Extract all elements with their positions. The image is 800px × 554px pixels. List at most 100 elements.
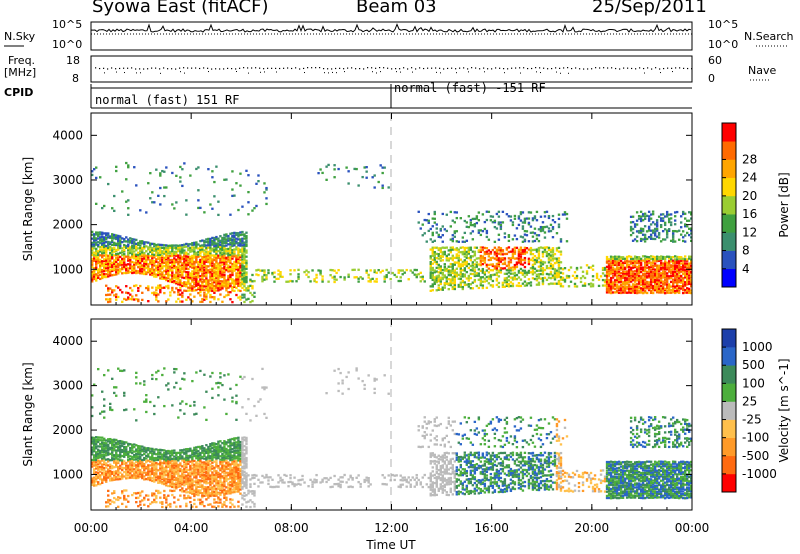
echo-cell [419,271,422,274]
echo-cell [105,298,108,301]
echo-cell [679,281,683,284]
echo-cell [91,253,94,257]
echo-cell [97,233,100,237]
freq-point [203,67,205,69]
echo-cell [433,210,436,214]
echo-cell [147,241,150,244]
echo-cell [91,230,94,234]
echo-cell [103,404,106,407]
echo-cell [163,248,166,251]
echo-cell [463,273,467,276]
echo-cell [139,246,142,250]
echo-cell [155,479,158,482]
echo-cell [535,273,539,276]
echo-cell [213,277,216,280]
echo-cell [175,261,178,264]
echo-cell [623,272,627,275]
echo-cell [133,250,136,253]
echo-cell [655,266,659,269]
echo-cell [105,275,108,279]
echo-cell [157,469,160,472]
echo-cell [239,275,242,278]
echo-cell [183,281,186,284]
echo-cell [189,257,192,260]
echo-cell [103,245,106,249]
echo-cell [429,285,432,288]
echo-cell [469,264,473,268]
echo-cell [641,214,645,218]
echo-cell [131,251,134,254]
echo-cell [595,274,599,278]
echo-cell [215,235,218,239]
echo-cell [471,238,475,241]
echo-cell [203,262,206,265]
echo-cell [591,275,595,278]
echo-cell [213,265,216,268]
echo-cell [93,440,96,443]
echo-cell [125,489,128,492]
echo-cell [675,268,679,271]
echo-cell [339,275,342,279]
echo-cell [191,275,194,278]
echo-cell [239,244,242,247]
freq-point [523,67,525,69]
echo-cell [173,476,176,479]
echo-cell [557,259,561,263]
echo-cell [297,275,300,279]
freq-point [671,67,673,69]
echo-cell [647,256,651,259]
echo-cell [521,258,525,262]
echo-cell [129,446,132,450]
echo-cell [583,276,587,280]
echo-cell [205,277,208,280]
echo-cell [479,278,483,281]
echo-cell [131,298,134,301]
echo-cell [551,227,555,231]
echo-cell [177,416,180,419]
echo-cell [245,271,248,274]
echo-cell [249,284,252,287]
freq-point [279,67,281,70]
echo-cell [123,250,126,253]
echo-cell [123,489,126,492]
echo-cell [473,280,477,283]
echo-cell [653,262,657,265]
echo-cell [91,173,94,177]
echo-cell [533,215,537,218]
echo-cell [203,291,206,294]
echo-cell [191,270,194,273]
echo-cell [133,242,136,245]
echo-cell [93,273,96,276]
echo-cell [487,252,491,255]
echo-cell [105,458,108,461]
echo-cell [523,219,527,222]
echo-cell [677,268,681,271]
echo-cell [201,239,204,242]
echo-cell [265,197,268,200]
echo-cell [233,244,236,247]
echo-cell [503,281,507,284]
echo-cell [163,286,166,289]
freq-point [535,67,537,69]
echo-cell [685,289,689,292]
echo-cell [157,300,160,303]
echo-cell [643,259,647,262]
echo-cell [635,289,639,292]
echo-cell [91,257,94,261]
echo-cell [239,231,242,234]
echo-cell [113,273,116,277]
echo-cell [167,503,170,507]
echo-cell [663,256,667,259]
echo-cell [189,246,192,250]
echo-cell [203,279,206,282]
echo-cell [205,281,208,284]
echo-cell [163,246,166,250]
echo-cell [645,266,649,269]
echo-cell [133,263,136,266]
echo-cell [507,257,511,260]
echo-cell [533,277,537,281]
echo-cell [215,256,218,260]
echo-cell [101,451,104,454]
echo-cell [195,257,198,260]
echo-cell [93,239,96,242]
